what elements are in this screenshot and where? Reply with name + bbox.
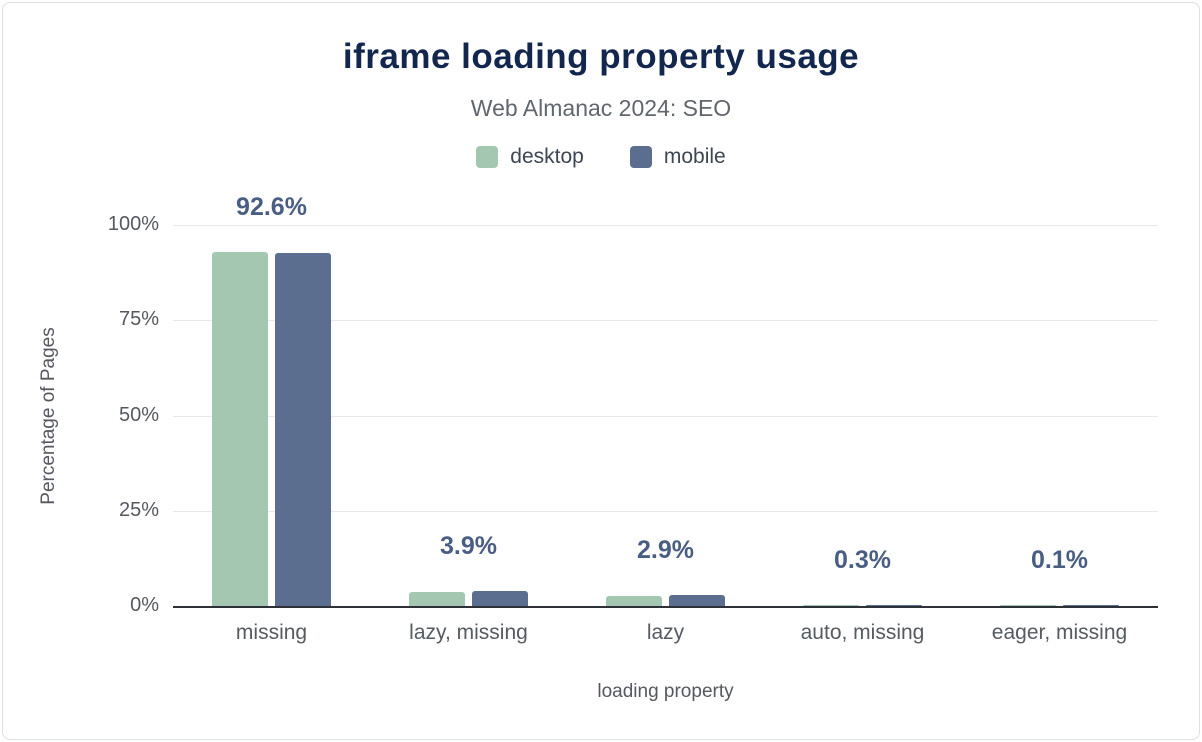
bar-desktop-auto, missing bbox=[803, 604, 859, 606]
category-label-lazy, missing: lazy, missing bbox=[409, 621, 528, 644]
y-tick-50%: 50% bbox=[118, 403, 159, 426]
y-tick-0%: 0% bbox=[130, 594, 159, 616]
legend-swatch-mobile bbox=[629, 146, 652, 168]
value-label-lazy: 2.9% bbox=[637, 535, 694, 564]
chart-subtitle: Web Almanac 2024: SEO bbox=[470, 95, 732, 121]
y-tick-100%: 100% bbox=[107, 213, 159, 235]
gridline-75% bbox=[173, 320, 1158, 322]
legend-label-desktop: desktop bbox=[510, 145, 584, 168]
legend-item-desktop: desktop bbox=[476, 145, 584, 169]
x-axis-categories: missing lazy, missing lazy auto, missing eag… bbox=[173, 621, 1158, 651]
value-label-missing: 92.6% bbox=[236, 193, 307, 222]
bar-mobile-auto, missing bbox=[866, 604, 922, 606]
legend-swatch-desktop bbox=[476, 146, 499, 168]
value-label-auto, missing: 0.3% bbox=[834, 545, 891, 574]
category-label-eager, missing: eager, missing bbox=[991, 621, 1128, 644]
bar-desktop-lazy bbox=[606, 595, 662, 606]
x-axis-title: loading property bbox=[597, 681, 734, 702]
plot-area: 92.6% 3.9% 2.9% 0.3% 0.1% bbox=[173, 193, 1158, 608]
category-label-missing: missing bbox=[235, 621, 308, 644]
value-label-lazy, missing: 3.9% bbox=[440, 532, 497, 561]
bar-desktop-missing bbox=[212, 252, 268, 606]
bar-mobile-missing bbox=[275, 253, 331, 606]
bar-mobile-lazy bbox=[669, 594, 725, 606]
bar-mobile-eager, missing bbox=[1063, 605, 1119, 606]
bar-desktop-lazy, missing bbox=[409, 591, 465, 606]
category-label-auto, missing: auto, missing bbox=[800, 621, 925, 644]
legend-label-mobile: mobile bbox=[663, 145, 726, 168]
value-label-eager, missing: 0.1% bbox=[1031, 546, 1088, 574]
gridline-50% bbox=[173, 415, 1158, 417]
bar-desktop-eager, missing bbox=[1000, 605, 1056, 606]
category-label-lazy: lazy bbox=[646, 621, 685, 644]
y-tick-25%: 25% bbox=[118, 498, 159, 521]
legend: desktop mobile bbox=[3, 145, 1199, 169]
bar-mobile-lazy, missing bbox=[472, 591, 528, 606]
gridline-100% bbox=[173, 225, 1158, 226]
y-axis-ticks: 0% 25% 50% 75% 100% bbox=[3, 213, 159, 616]
gridline-25% bbox=[173, 510, 1158, 512]
legend-item-mobile: mobile bbox=[629, 145, 726, 169]
chart-title: iframe loading property usage bbox=[342, 37, 860, 76]
y-tick-75%: 75% bbox=[118, 308, 159, 331]
